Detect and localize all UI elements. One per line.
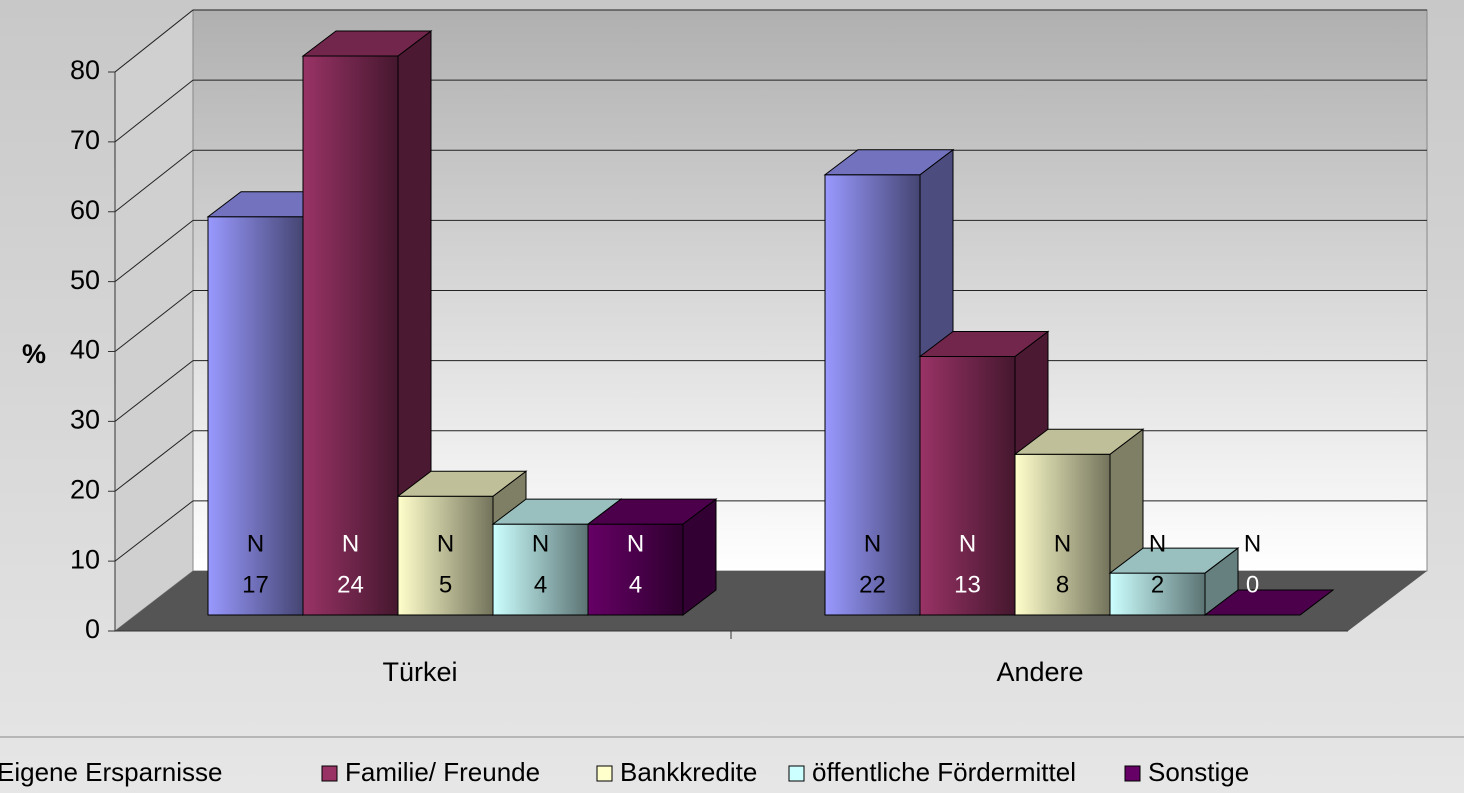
bar-front-shade xyxy=(493,524,588,615)
bar-front-shade xyxy=(303,56,398,615)
bar-top-shade xyxy=(920,331,1048,357)
count-label: 24 xyxy=(337,571,364,598)
count-label: 8 xyxy=(1056,571,1069,598)
bar-top-shade xyxy=(398,471,526,497)
bar xyxy=(1203,589,1335,616)
legend-label: Sonstige xyxy=(1148,757,1249,787)
legend-label: öffentliche Fördermittel xyxy=(812,757,1076,787)
legend-marker xyxy=(1124,765,1141,782)
bar xyxy=(1108,547,1240,617)
count-label-prefix: N xyxy=(342,530,359,557)
bar-top-shade xyxy=(825,149,953,175)
grid-line xyxy=(114,9,194,73)
bar-side-shade xyxy=(398,31,431,615)
bar-top-shade xyxy=(1015,429,1143,455)
bar-top xyxy=(1108,547,1240,574)
bar-top xyxy=(301,30,433,57)
bar-top xyxy=(823,149,955,176)
grid-line xyxy=(114,500,194,562)
grid-line xyxy=(114,430,194,492)
bar-top xyxy=(396,470,528,497)
count-label-prefix: N xyxy=(959,530,976,557)
count-label-prefix: N xyxy=(1244,530,1261,557)
count-label: 22 xyxy=(859,571,886,598)
count-label: 13 xyxy=(954,571,981,598)
legend-label: Familie/ Freunde xyxy=(345,757,540,787)
legend-marker xyxy=(596,765,613,782)
bar-front-shade xyxy=(208,216,303,615)
y-tick-label: 0 xyxy=(85,614,100,644)
bar-side-shade xyxy=(683,499,716,615)
grid-line xyxy=(114,79,194,143)
bar xyxy=(301,29,433,617)
count-label: 4 xyxy=(629,571,642,598)
y-tick-label: 10 xyxy=(70,544,100,574)
bar-front-shade xyxy=(825,174,920,615)
bar-top xyxy=(918,330,1050,357)
bar-front-shade xyxy=(1110,573,1205,615)
y-tick-label: 20 xyxy=(70,474,100,504)
legend-label: Bankkredite xyxy=(620,757,757,787)
bar-top-shade xyxy=(1110,548,1238,574)
count-label: 17 xyxy=(242,571,269,598)
count-label-prefix: N xyxy=(864,530,881,557)
grid-line xyxy=(114,290,194,352)
grid-line xyxy=(114,219,194,283)
y-tick-label: 70 xyxy=(70,125,100,155)
y-tick-label: 30 xyxy=(70,405,100,435)
bar-top xyxy=(586,498,718,525)
legend-label: Eigene Ersparnisse xyxy=(0,757,222,787)
count-label: 2 xyxy=(1151,571,1164,598)
bar xyxy=(586,498,718,617)
count-label-prefix: N xyxy=(1149,530,1166,557)
grid-line xyxy=(114,360,194,422)
y-tick-label: 60 xyxy=(70,195,100,225)
bar-side-shade xyxy=(1205,548,1238,615)
count-label-prefix: N xyxy=(532,530,549,557)
legend-marker xyxy=(788,765,805,782)
bar-front-shade xyxy=(920,356,1015,615)
y-tick-label: 50 xyxy=(70,265,100,295)
legend-marker xyxy=(321,765,338,782)
count-label: 0 xyxy=(1246,571,1259,598)
y-axis-label: % xyxy=(22,339,46,369)
bar-front-shade xyxy=(588,524,683,615)
count-label: 5 xyxy=(439,571,452,598)
count-label-prefix: N xyxy=(247,530,264,557)
count-label-prefix: N xyxy=(1054,530,1071,557)
grid-line xyxy=(114,149,194,213)
bar-top-shade xyxy=(303,31,431,56)
y-tick-label: 80 xyxy=(70,55,100,85)
bar-front-shade xyxy=(398,496,493,615)
count-label-prefix: N xyxy=(627,530,644,557)
y-tick-label: 40 xyxy=(70,335,100,365)
bar-top-shade xyxy=(1205,590,1333,615)
bar-top xyxy=(1013,428,1145,455)
count-label: 4 xyxy=(534,571,547,598)
bar-front-shade xyxy=(1015,454,1110,615)
x-tick-label: Andere xyxy=(996,657,1083,687)
bar-top-shade xyxy=(588,499,716,525)
bar-top-shade xyxy=(493,499,621,525)
bar-top xyxy=(1203,589,1335,616)
count-label-prefix: N xyxy=(437,530,454,557)
x-tick-label: Türkei xyxy=(382,657,457,687)
